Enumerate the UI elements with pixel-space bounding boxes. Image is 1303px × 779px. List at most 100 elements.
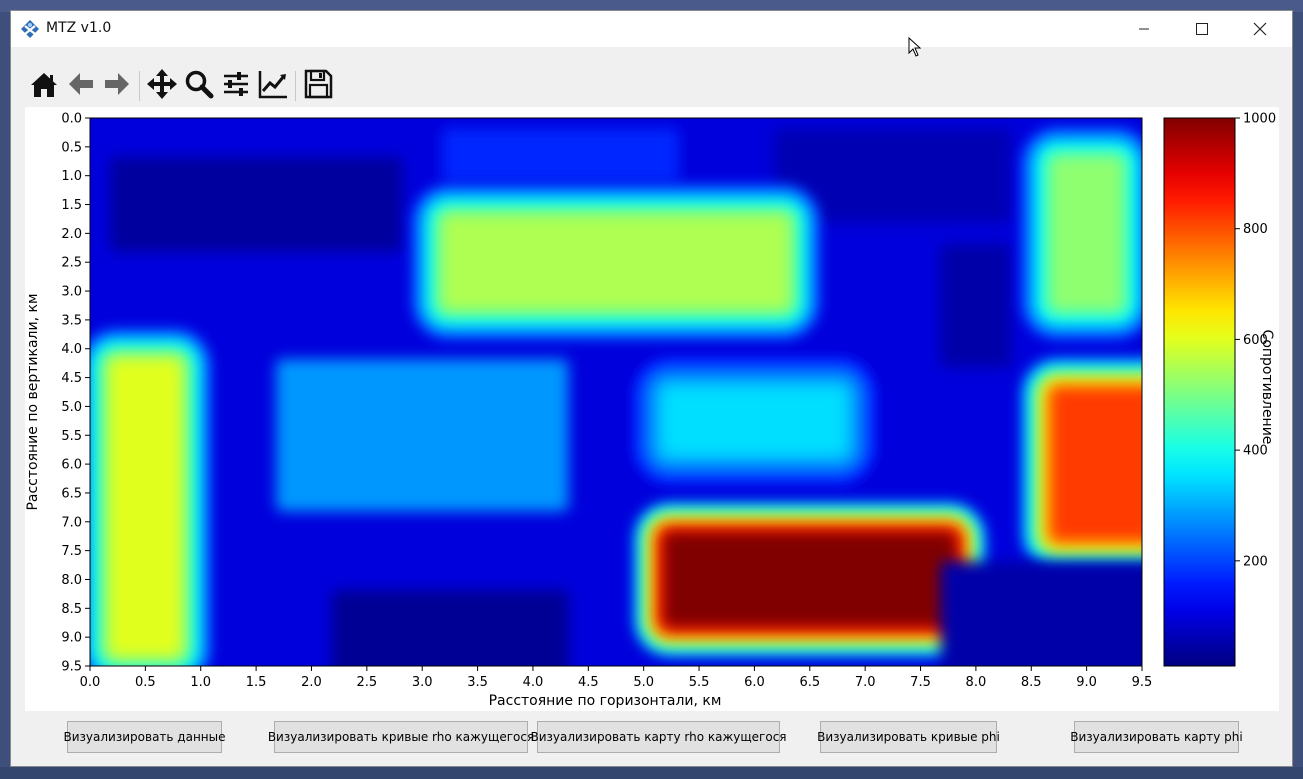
forward-button[interactable]	[100, 67, 134, 101]
magnifier-icon	[185, 70, 214, 99]
heatmap-anomaly	[276, 359, 569, 512]
chart-line-icon	[258, 71, 287, 99]
y-axis-label: Расстояние по вертикали, км	[25, 293, 41, 510]
minimize-icon	[1139, 28, 1149, 30]
y-tick-label: 8.0	[61, 573, 82, 588]
visualize-phi-map-button[interactable]: Визуализировать карту phi	[1070, 721, 1243, 753]
visualize-phi-curves-button[interactable]: Визуализировать кривые phi	[817, 721, 1000, 753]
window-title: MTZ v1.0	[46, 20, 112, 36]
visualize-rho-map-button[interactable]: Визуализировать карту rho кажущегося	[530, 721, 787, 753]
toolbar-separator	[139, 71, 140, 101]
visualize-rho-curves-button[interactable]: Визуализировать кривые rho кажущегося	[268, 721, 534, 753]
x-tick-label: 4.5	[578, 675, 599, 690]
x-tick-label: 2.0	[301, 675, 322, 690]
arrow-left-icon	[69, 73, 93, 95]
app-logo-icon	[21, 20, 39, 38]
x-tick-label: 5.5	[689, 675, 710, 690]
save-button[interactable]	[301, 67, 335, 101]
colorbar-tick-label: 1000	[1243, 112, 1276, 127]
home-button[interactable]	[27, 67, 61, 101]
colorbar-tick-label: 400	[1243, 444, 1268, 459]
heatmap-anomaly	[412, 184, 820, 340]
heatmap-figure: 0.0 0.5 1.0 1.5 2.0 2.5 3.0 3.5 4.0 4.5 5.0 5.5 6.0 6…	[25, 112, 1276, 710]
visualize-data-button[interactable]: Визуализировать данные	[64, 721, 226, 753]
y-tick-label: 0.0	[61, 112, 82, 127]
colorbar-tick-label: 800	[1243, 222, 1268, 237]
move-icon	[147, 69, 177, 99]
x-tick-label: 0.5	[135, 675, 156, 690]
desktop-wallpaper	[0, 0, 1303, 12]
x-tick-label: 5.0	[633, 675, 654, 690]
x-tick-label: 7.5	[910, 675, 931, 690]
back-button[interactable]	[64, 67, 98, 101]
x-tick-label: 9.0	[1076, 675, 1097, 690]
colorbar-label: Сопротивление	[1259, 330, 1275, 445]
close-button[interactable]	[1237, 11, 1283, 47]
floppy-disk-icon	[304, 69, 333, 99]
x-tick-label: 9.5	[1132, 675, 1153, 690]
arrow-right-icon	[105, 73, 129, 95]
y-tick-label: 0.5	[61, 140, 82, 155]
title-bar: MTZ v1.0	[11, 11, 1292, 47]
heatmap-anomaly	[633, 502, 986, 657]
heatmap-anomaly	[940, 561, 1142, 666]
x-tick-label: 3.5	[467, 675, 488, 690]
y-tick-label: 2.0	[61, 227, 82, 242]
heatmap-anomaly	[1021, 357, 1142, 571]
colorbar-tick-label: 600	[1243, 333, 1268, 348]
y-tick-label: 5.0	[61, 400, 82, 415]
x-tick-label: 8.0	[966, 675, 987, 690]
home-icon	[31, 73, 57, 97]
plot-toolbar	[11, 47, 1292, 107]
colorbar-tick-label: 200	[1243, 554, 1268, 569]
edit-axis-button[interactable]	[256, 67, 290, 101]
plot-canvas[interactable]: 0.0 0.5 1.0 1.5 2.0 2.5 3.0 3.5 4.0 4.5 5.0 5.5 6.0 6…	[25, 107, 1279, 711]
y-tick-label: 9.5	[61, 660, 82, 675]
y-tick-label: 2.5	[61, 256, 82, 271]
y-tick-label: 5.5	[61, 429, 82, 444]
x-tick-label: 8.5	[1021, 675, 1042, 690]
configure-subplots-button[interactable]	[219, 67, 253, 101]
x-tick-label: 4.0	[523, 675, 544, 690]
x-tick-label: 6.5	[799, 675, 820, 690]
x-axis-label: Расстояние по горизонтали, км	[489, 693, 722, 709]
heatmap-anomaly	[774, 128, 1012, 223]
y-tick-label: 9.0	[61, 631, 82, 646]
heatmap-anomaly	[109, 157, 403, 252]
y-tick-label: 1.5	[61, 198, 82, 213]
maximize-button[interactable]	[1179, 11, 1225, 47]
heatmap-anomaly	[940, 243, 1012, 368]
toolbar-separator	[295, 71, 296, 101]
y-tick-label: 6.5	[61, 486, 82, 501]
y-tick-label: 3.5	[61, 313, 82, 328]
colorbar	[1163, 117, 1236, 667]
x-tick-label: 7.0	[855, 675, 876, 690]
minimize-button[interactable]	[1121, 11, 1167, 47]
heatmap-anomaly	[331, 589, 569, 666]
y-tick-label: 6.0	[61, 458, 82, 473]
y-tick-label: 3.0	[61, 285, 82, 300]
maximize-icon	[1196, 23, 1208, 35]
heatmap-anomaly	[633, 357, 876, 484]
y-tick-label: 7.5	[61, 544, 82, 559]
x-tick-label: 3.0	[412, 675, 433, 690]
y-tick-label: 1.0	[61, 169, 82, 184]
x-tick-label: 0.0	[80, 675, 101, 690]
mouse-cursor-icon	[908, 37, 922, 57]
pan-button[interactable]	[145, 67, 179, 101]
heatmap-anomaly	[1021, 127, 1142, 340]
x-tick-label: 2.5	[356, 675, 377, 690]
y-tick-label: 7.0	[61, 515, 82, 530]
y-tick-label: 4.0	[61, 342, 82, 357]
heatmap-anomaly	[442, 128, 680, 183]
x-tick-label: 1.5	[246, 675, 267, 690]
app-window: MTZ v1.0	[10, 10, 1293, 767]
desktop-wallpaper-bottom	[0, 767, 1303, 779]
y-tick-label: 8.5	[61, 602, 82, 617]
y-tick-label: 4.5	[61, 371, 82, 386]
plot-frame	[89, 117, 1143, 667]
sliders-icon	[224, 72, 248, 96]
zoom-button[interactable]	[182, 67, 216, 101]
close-icon	[1253, 22, 1267, 36]
heatmap-anomaly	[90, 329, 211, 666]
